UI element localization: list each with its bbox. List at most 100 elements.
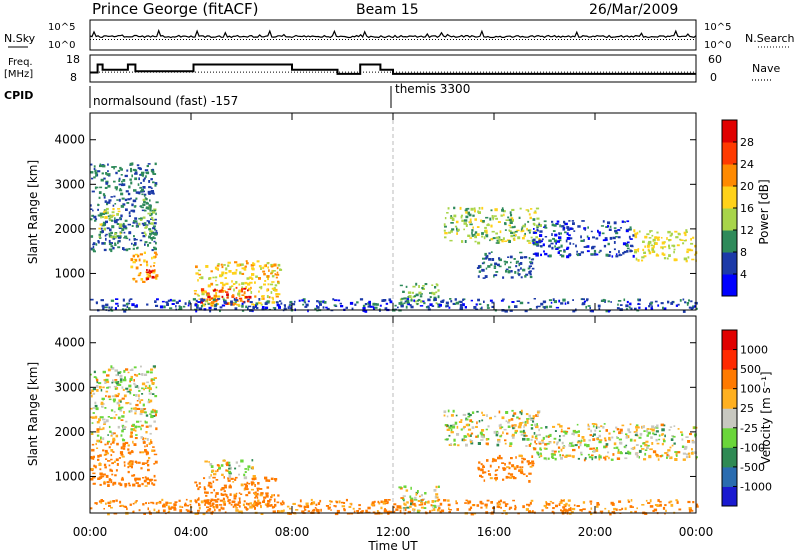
- power-cell: [518, 262, 521, 265]
- power-cell: [495, 236, 500, 239]
- velocity-cell: [669, 446, 672, 449]
- velocity-cell: [480, 476, 484, 478]
- power-cell: [536, 252, 539, 256]
- power-ytick-label: 4000: [54, 133, 85, 147]
- power-cell: [266, 289, 269, 292]
- velocity-cell: [607, 510, 610, 514]
- velocity-cell: [93, 464, 96, 468]
- power-cell: [124, 198, 128, 202]
- power-cell: [543, 306, 546, 309]
- velocity-cell: [132, 407, 136, 410]
- velocity-cell: [553, 452, 556, 455]
- velocity-cell: [129, 388, 132, 392]
- velocity-cell: [398, 486, 402, 489]
- velocity-cell: [147, 463, 150, 467]
- velocity-cell: [217, 469, 219, 472]
- power-cell: [449, 239, 453, 242]
- velocity-cell: [122, 444, 126, 448]
- power-cell: [105, 233, 108, 236]
- power-cell: [551, 223, 554, 227]
- velocity-cell: [535, 435, 538, 438]
- velocity-cell: [536, 452, 540, 455]
- power-cell: [218, 290, 222, 293]
- velocity-cell: [468, 508, 472, 511]
- power-cell: [200, 276, 204, 280]
- power-cell: [305, 303, 309, 307]
- velocity-cell: [105, 474, 109, 478]
- power-cell: [194, 303, 197, 307]
- power-cell: [440, 300, 444, 303]
- velocity-cell: [226, 469, 229, 472]
- velocity-cell: [476, 421, 478, 425]
- power-cell: [598, 307, 601, 310]
- velocity-cell: [587, 423, 590, 426]
- power-cell: [148, 228, 152, 231]
- velocity-cell: [530, 417, 534, 420]
- velocity-cell: [477, 442, 481, 445]
- velocity-cell: [552, 454, 556, 456]
- power-cell: [478, 270, 481, 273]
- velocity-cell: [616, 436, 618, 438]
- velocity-cell: [638, 449, 642, 453]
- velocity-cell: [655, 454, 659, 458]
- velocity-cell: [393, 503, 397, 506]
- velocity-cell: [443, 499, 447, 502]
- power-cell: [135, 280, 138, 283]
- power-cell: [101, 230, 104, 233]
- power-cell: [142, 280, 146, 283]
- power-cell: [219, 306, 223, 309]
- power-cell: [437, 295, 440, 299]
- velocity-cell: [110, 409, 114, 412]
- velocity-cell: [525, 475, 528, 477]
- velocity-cell: [198, 486, 202, 488]
- power-cell: [92, 243, 95, 246]
- velocity-cell: [676, 501, 679, 504]
- power-cell: [251, 268, 255, 271]
- velocity-cell: [116, 463, 119, 466]
- velocity-cell: [576, 441, 580, 444]
- velocity-cell: [98, 418, 101, 422]
- velocity-cell: [353, 510, 356, 513]
- power-cell: [256, 260, 260, 263]
- velocity-cell: [95, 443, 97, 446]
- velocity-cell: [226, 463, 229, 467]
- power-cell: [139, 186, 142, 189]
- velocity-cell: [627, 451, 632, 455]
- power-cell: [675, 304, 678, 307]
- power-cell: [333, 304, 337, 307]
- velocity-cell: [282, 501, 285, 505]
- power-cell: [141, 232, 144, 234]
- power-cell: [510, 261, 512, 264]
- velocity-cell: [92, 457, 95, 460]
- velocity-cell: [531, 455, 534, 458]
- power-cell: [686, 250, 689, 254]
- velocity-cell: [268, 479, 271, 482]
- power-cell: [414, 300, 418, 303]
- velocity-cell: [233, 503, 237, 507]
- velocity-cell: [486, 459, 489, 462]
- power-cell: [270, 291, 273, 294]
- power-cell: [325, 306, 328, 309]
- velocity-cell: [497, 432, 500, 435]
- power-cell: [644, 245, 647, 248]
- power-cell: [246, 262, 249, 265]
- velocity-cell: [518, 469, 521, 472]
- velocity-cell: [598, 434, 601, 438]
- power-cell: [108, 234, 112, 237]
- power-cell: [178, 306, 183, 309]
- velocity-cell: [399, 510, 402, 513]
- velocity-cell: [641, 448, 645, 450]
- velocity-cell: [137, 461, 141, 464]
- velocity-cell: [142, 441, 146, 444]
- velocity-cell: [590, 507, 593, 510]
- velocity-cell: [134, 437, 138, 440]
- power-cell: [469, 223, 473, 226]
- power-cell: [135, 304, 138, 308]
- velocity-cell: [130, 462, 134, 466]
- velocity-cell: [469, 440, 472, 443]
- velocity-cell: [616, 457, 621, 460]
- power-cell: [554, 233, 558, 237]
- velocity-cell: [437, 505, 441, 508]
- velocity-cell: [297, 504, 301, 507]
- velocity-cell: [482, 471, 485, 474]
